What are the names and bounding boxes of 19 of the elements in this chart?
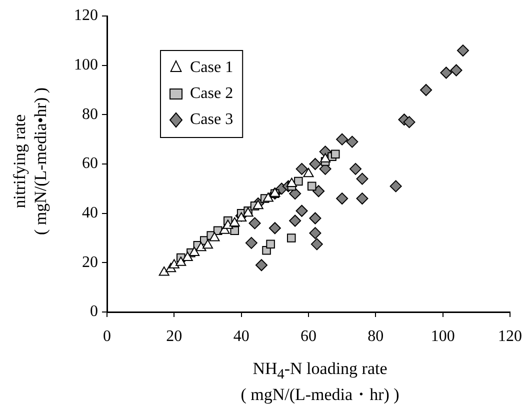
x-tick-label: 20 (166, 328, 182, 345)
x-tick-label: 120 (498, 328, 522, 345)
x-tick-label: 80 (368, 328, 384, 345)
y-tick-label: 80 (82, 106, 98, 123)
legend-label: Case 1 (190, 59, 234, 76)
y-tick-label: 20 (82, 254, 98, 271)
legend-label: Case 2 (190, 85, 234, 102)
y-tick-label: 100 (74, 56, 98, 74)
legend-label: Case 3 (190, 111, 234, 128)
x-tick-label: 0 (103, 328, 111, 345)
y-tick-label: 40 (82, 204, 98, 222)
x-axis-title: NH$_{4}$-N loading rate ( mgN/(L-media・hr) ) (240, 358, 400, 406)
y-tick-label: 120 (74, 7, 98, 24)
y-tick-label: 60 (82, 155, 98, 172)
y-tick-label: 0 (90, 303, 98, 320)
y-axis-title: nitrifying rate ( mgN/(L-media•hr) ) (8, 86, 51, 238)
x-tick-label: 100 (430, 328, 455, 345)
x-tick-label: 60 (300, 328, 316, 345)
x-tick-label: 40 (233, 328, 250, 345)
